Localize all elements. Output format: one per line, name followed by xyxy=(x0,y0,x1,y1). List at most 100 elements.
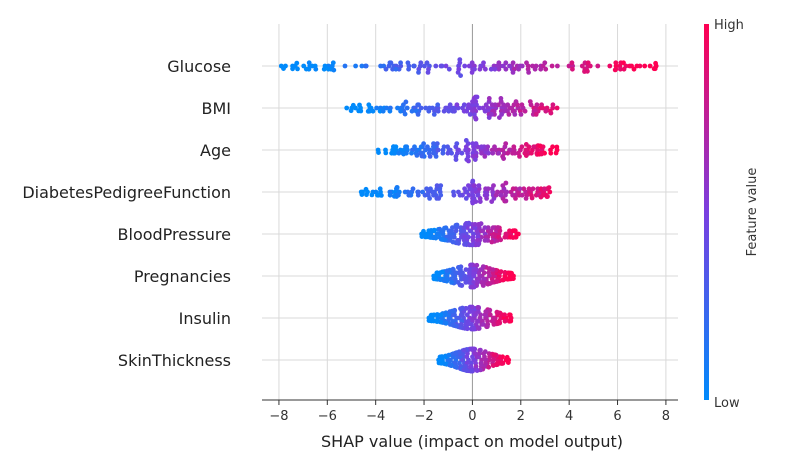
feature-label-3: DiabetesPedigreeFunction xyxy=(22,183,231,202)
point-1-147 xyxy=(358,108,364,114)
point-2-119 xyxy=(434,141,440,147)
point-3-148 xyxy=(503,198,509,204)
point-5-134 xyxy=(434,270,440,276)
point-5-138 xyxy=(444,268,450,274)
point-1-149 xyxy=(470,99,475,104)
point-5-131 xyxy=(449,280,454,285)
point-0-123 xyxy=(642,63,648,69)
point-0-71 xyxy=(353,63,358,69)
point-6-137 xyxy=(469,304,475,310)
point-0-110 xyxy=(472,66,477,72)
point-0-41 xyxy=(507,63,512,69)
point-1-139 xyxy=(467,112,473,117)
point-3-94 xyxy=(422,192,428,198)
point-0-17 xyxy=(488,66,494,72)
point-2-116 xyxy=(501,156,506,162)
feature-label-5: Pregnancies xyxy=(134,267,231,286)
point-6-108 xyxy=(443,320,449,326)
point-1-76 xyxy=(366,102,372,108)
point-2-87 xyxy=(463,147,468,153)
point-3-81 xyxy=(410,186,416,192)
point-3-107 xyxy=(538,186,544,192)
point-3-142 xyxy=(434,183,440,189)
point-0-53 xyxy=(295,66,300,72)
point-0-104 xyxy=(510,70,516,75)
point-5-109 xyxy=(466,280,472,285)
point-7-58 xyxy=(504,354,510,360)
point-5-142 xyxy=(469,284,475,290)
point-3-14 xyxy=(533,192,539,198)
point-6-98 xyxy=(434,312,440,317)
point-0-120 xyxy=(595,63,601,69)
point-2-130 xyxy=(470,154,476,159)
point-4-86 xyxy=(482,238,488,243)
point-4-131 xyxy=(472,222,478,227)
point-4-109 xyxy=(498,237,504,243)
point-4-126 xyxy=(453,222,459,228)
point-2-70 xyxy=(435,147,441,153)
point-7-131 xyxy=(482,349,488,355)
point-7-138 xyxy=(452,364,458,370)
point-7-132 xyxy=(447,362,453,368)
point-0-148 xyxy=(607,63,613,69)
point-0-86 xyxy=(398,60,403,66)
point-3-51 xyxy=(475,192,481,198)
colorbar-low-label: Low xyxy=(714,396,740,411)
point-1-69 xyxy=(512,112,518,117)
point-6-92 xyxy=(438,312,444,318)
point-1-73 xyxy=(483,102,489,108)
point-1-136 xyxy=(430,105,435,111)
point-7-137 xyxy=(492,352,498,358)
feature-label-7: SkinThickness xyxy=(118,351,231,370)
point-3-119 xyxy=(466,183,471,189)
point-3-143 xyxy=(491,183,496,189)
point-3-130 xyxy=(462,186,467,192)
point-0-115 xyxy=(538,66,544,72)
point-7-126 xyxy=(442,361,448,367)
x-tick-label-5: 2 xyxy=(517,409,525,424)
point-6-138 xyxy=(502,318,508,324)
point-6-105 xyxy=(438,319,443,325)
point-6-142 xyxy=(502,312,507,318)
point-1-80 xyxy=(435,102,441,108)
point-1-23 xyxy=(374,105,379,111)
point-2-111 xyxy=(427,154,433,159)
point-0-141 xyxy=(481,60,486,66)
x-tick-label-0: −8 xyxy=(269,409,288,424)
point-1-82 xyxy=(550,102,556,108)
point-2-82 xyxy=(433,154,439,159)
point-1-117 xyxy=(534,102,540,108)
point-5-137 xyxy=(463,267,469,272)
feature-label-2: Age xyxy=(200,141,231,160)
point-3-80 xyxy=(451,192,457,198)
point-3-144 xyxy=(396,192,401,198)
point-0-129 xyxy=(585,68,590,74)
point-0-133 xyxy=(462,63,468,69)
point-2-132 xyxy=(537,143,543,149)
point-1-75 xyxy=(370,108,376,114)
point-1-96 xyxy=(505,102,511,108)
point-0-143 xyxy=(569,60,575,66)
point-2-137 xyxy=(425,144,430,150)
point-5-149 xyxy=(509,270,514,276)
point-6-143 xyxy=(483,309,489,314)
point-2-84 xyxy=(523,153,529,159)
point-1-127 xyxy=(527,99,533,104)
point-0-95 xyxy=(549,63,555,69)
point-1-146 xyxy=(518,112,524,117)
point-3-1 xyxy=(547,189,553,195)
point-1-61 xyxy=(435,108,441,114)
point-3-118 xyxy=(510,186,516,192)
point-2-103 xyxy=(490,150,496,156)
point-6-149 xyxy=(464,326,470,332)
point-5-83 xyxy=(474,262,480,268)
point-0-119 xyxy=(477,66,483,72)
point-0-81 xyxy=(524,60,529,66)
point-4-144 xyxy=(437,226,443,232)
point-5-129 xyxy=(460,270,465,276)
point-0-131 xyxy=(612,67,618,73)
point-6-114 xyxy=(507,312,513,318)
point-0-139 xyxy=(331,67,337,73)
point-0-144 xyxy=(458,73,463,78)
